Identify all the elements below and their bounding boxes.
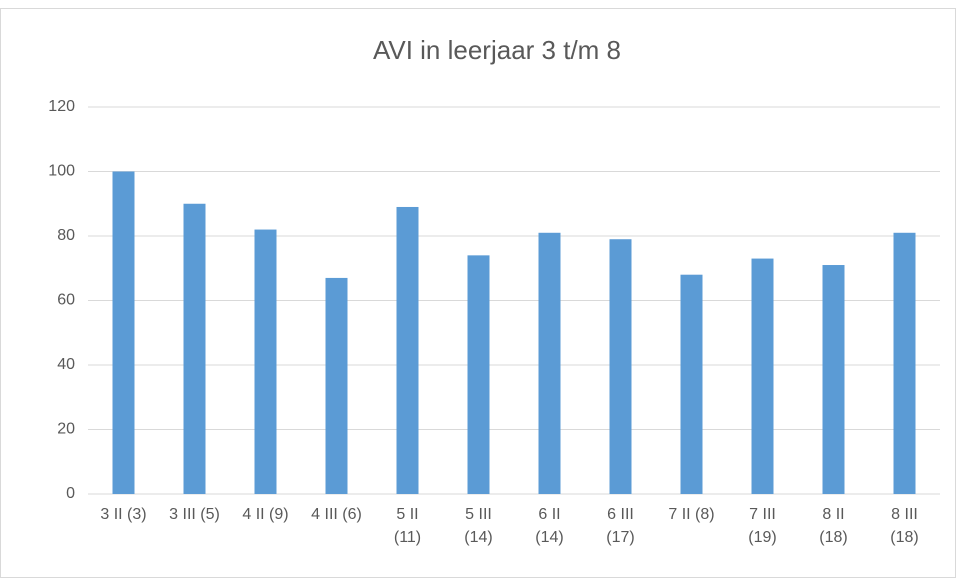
bar — [680, 274, 703, 494]
x-tick-label: 6 III (17) — [606, 506, 635, 546]
y-tick-label: 100 — [48, 163, 75, 180]
bar — [112, 171, 135, 494]
x-tick-label: 8 III (18) — [890, 506, 919, 546]
bar — [183, 203, 206, 494]
x-tick-label: 3 III (5) — [169, 506, 220, 523]
x-tick-label: 5 II (11) — [393, 506, 422, 546]
bar — [467, 255, 490, 494]
bar — [325, 277, 348, 494]
x-tick-label: 4 II (9) — [242, 506, 289, 523]
y-tick-label: 40 — [57, 356, 75, 373]
y-tick-label: 120 — [48, 98, 75, 115]
x-tick-label: 6 II (14) — [535, 506, 564, 546]
bar — [822, 265, 845, 494]
bar — [751, 258, 774, 494]
y-tick-label: 60 — [57, 292, 75, 309]
x-tick-label: 5 III (14) — [464, 506, 493, 546]
bar — [396, 206, 419, 494]
x-tick-label: 3 II (3) — [100, 506, 147, 523]
x-tick-label: 4 III (6) — [311, 506, 362, 523]
x-tick-label: 7 III (19) — [748, 506, 777, 546]
y-tick-label: 80 — [57, 227, 75, 244]
x-tick-label: 8 II (18) — [819, 506, 848, 546]
chart-title: AVI in leerjaar 3 t/m 8 — [373, 35, 621, 65]
x-tick-label: 7 II (8) — [668, 506, 715, 523]
y-tick-label: 20 — [57, 421, 75, 438]
bar — [893, 232, 916, 494]
bar — [609, 239, 632, 494]
bar — [538, 232, 561, 494]
bar — [254, 229, 277, 495]
y-tick-label: 0 — [66, 485, 75, 502]
